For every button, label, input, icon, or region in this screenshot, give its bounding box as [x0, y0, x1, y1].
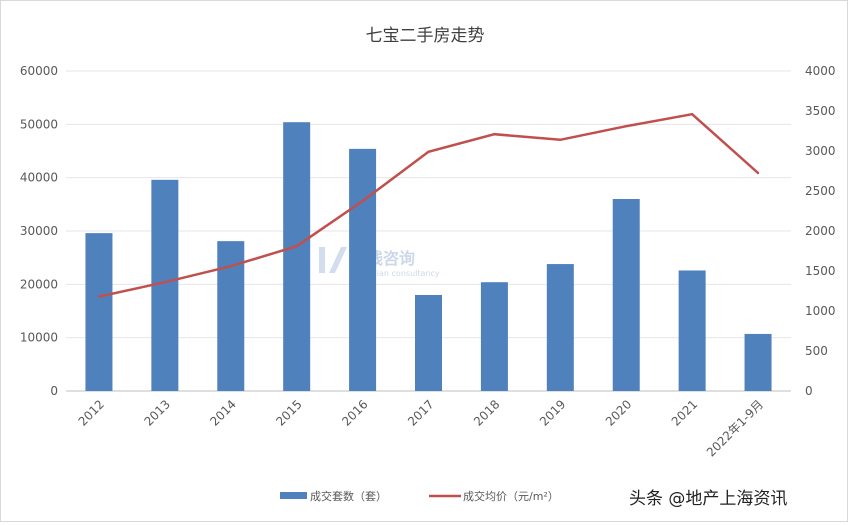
- bar-2016: [349, 148, 377, 391]
- right-tick-label: 3500: [805, 104, 836, 118]
- x-tick-label: 2013: [141, 397, 172, 428]
- legend: 成交套数（套） 成交均价（元/m²）: [280, 489, 559, 503]
- watermark-logo-slash: [329, 247, 347, 273]
- x-tick-label: 2020: [603, 397, 634, 428]
- price-point-2020: [625, 125, 628, 128]
- source-tag: 头条 @地产上海资讯: [629, 489, 787, 509]
- x-tick-label: 2022年1-9月: [704, 397, 766, 459]
- price-point-2016: [361, 199, 364, 203]
- bar-2020: [612, 199, 640, 391]
- right-tick-label: 4000: [805, 64, 836, 78]
- left-tick-label: 0: [50, 384, 58, 398]
- x-tick-label: 2018: [471, 397, 502, 428]
- chart-title: 七宝二手房走势: [366, 26, 485, 46]
- right-tick-label: 0: [805, 384, 813, 398]
- x-tick-label: 2014: [207, 397, 238, 428]
- right-tick-label: 2000: [805, 224, 836, 238]
- watermark-subtext: Huanxian consultancy: [351, 269, 440, 278]
- bar-2021: [678, 270, 706, 391]
- bar-2017: [415, 295, 442, 391]
- left-tick-label: 20000: [20, 277, 58, 291]
- price-point-2013: [163, 281, 167, 284]
- left-tick-label: 30000: [20, 224, 58, 238]
- bar-2015: [283, 122, 311, 391]
- bar-2019: [546, 264, 574, 391]
- left-tick-label: 50000: [20, 117, 58, 131]
- x-tick-label: 2015: [273, 397, 304, 428]
- price-point-2018: [493, 133, 496, 136]
- x-tick-label: 2016: [339, 397, 370, 428]
- x-tick-label: 2012: [76, 397, 107, 428]
- left-tick-label: 10000: [20, 331, 58, 345]
- right-tick-label: 1000: [805, 304, 836, 318]
- price-point-2015: [295, 245, 298, 248]
- price-point-2017: [427, 150, 430, 153]
- legend-bar-label: 成交套数（套）: [310, 489, 387, 503]
- right-tick-label: 2500: [805, 184, 836, 198]
- x-tick-label: 2021: [669, 397, 700, 428]
- left-tick-label: 40000: [20, 171, 58, 185]
- bar-2012: [85, 233, 113, 391]
- x-tick-label: 2019: [537, 397, 568, 428]
- legend-bar-swatch: [280, 492, 307, 499]
- bar-2018: [480, 282, 508, 391]
- left-tick-label: 60000: [20, 64, 58, 78]
- right-tick-label: 500: [805, 344, 828, 358]
- watermark-logo: [319, 247, 325, 273]
- price-point-2021: [690, 113, 694, 116]
- right-tick-label: 1500: [805, 264, 836, 278]
- price-point-2019: [559, 138, 562, 141]
- watermark: 环线咨询 Huanxian consultancy: [319, 247, 440, 278]
- x-tick-label: 2017: [405, 397, 436, 428]
- price-point-2022年1-9月: [756, 171, 760, 175]
- price-point-2014: [229, 265, 232, 268]
- price-point-2012: [97, 295, 101, 298]
- right-tick-label: 3000: [805, 144, 836, 158]
- bar-2022年1-9月: [744, 333, 772, 391]
- legend-line-label: 成交均价（元/m²）: [463, 489, 559, 503]
